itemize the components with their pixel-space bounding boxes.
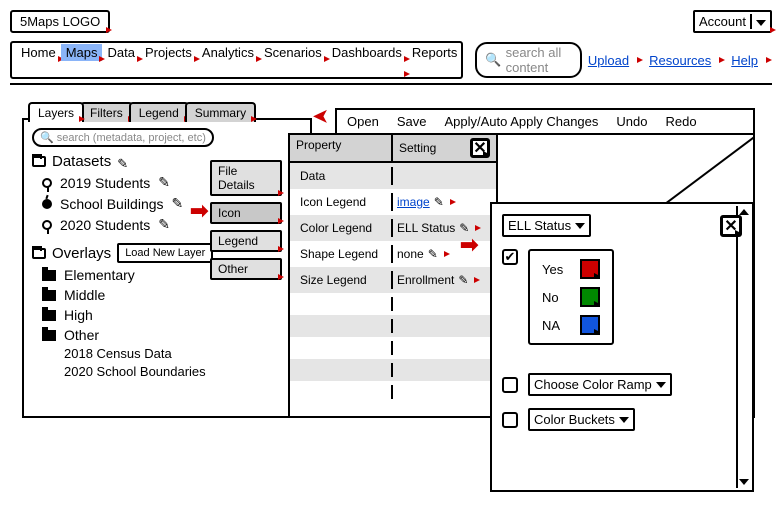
upload-link[interactable]: Upload <box>588 53 629 68</box>
property-name: Color Legend <box>296 219 393 237</box>
overlay-label: Other <box>64 327 99 343</box>
ell-status-dropdown[interactable]: ELL Status <box>502 214 591 237</box>
tab-layers[interactable]: Layers <box>28 102 84 122</box>
color-buckets-dropdown[interactable]: Color Buckets <box>528 408 635 431</box>
nav-item[interactable]: Data <box>102 44 139 61</box>
nav-item[interactable]: Home <box>16 44 61 61</box>
main-nav: HomeMapsDataProjectsAnalyticsScenariosDa… <box>10 41 463 79</box>
tab-summary[interactable]: Summary <box>185 102 256 122</box>
logo: 5Maps LOGO <box>10 10 110 33</box>
pencil-icon[interactable]: ✎ <box>172 195 184 212</box>
left-tabs: LayersFiltersLegendSummary <box>28 100 252 120</box>
search-box[interactable]: 🔍 search all content <box>475 42 582 78</box>
nav-item[interactable]: Analytics <box>197 44 259 61</box>
property-header: Property <box>290 135 393 161</box>
overlay-item[interactable]: Middle <box>42 287 302 303</box>
side-button-legend[interactable]: Legend <box>210 230 282 252</box>
side-button-file-details[interactable]: File Details <box>210 160 282 196</box>
overlay-sub-item[interactable]: 2020 School Boundaries <box>64 364 302 379</box>
account-dropdown[interactable]: Account <box>693 10 772 33</box>
legend-label: No <box>542 290 570 305</box>
pencil-icon[interactable]: ✎ <box>458 273 468 287</box>
search-icon: 🔍 <box>40 131 54 144</box>
legend-label: Yes <box>542 262 570 277</box>
legend-entry[interactable]: NA <box>542 315 600 335</box>
property-name: Icon Legend <box>296 193 393 211</box>
folder-open-icon <box>32 156 46 167</box>
side-button-group: File Details Icon Legend Other <box>210 160 282 280</box>
load-new-layer-button[interactable]: Load New Layer <box>117 243 213 263</box>
buckets-checkbox[interactable] <box>502 412 518 428</box>
legend-checkbox[interactable]: ✔ <box>502 249 518 265</box>
help-link[interactable]: Help <box>731 53 758 68</box>
legend-label: NA <box>542 318 570 333</box>
tab-filters[interactable]: Filters <box>80 102 133 122</box>
side-button-other[interactable]: Other <box>210 258 282 280</box>
folder-icon <box>42 290 56 301</box>
datasets-heading: Datasets <box>52 153 111 170</box>
overlay-label: Middle <box>64 287 105 303</box>
layers-search[interactable]: 🔍 search (metadata, project, etc) <box>32 128 214 147</box>
toolbar-apply[interactable]: Apply/Auto Apply Changes <box>444 114 598 129</box>
nav-item[interactable]: Dashboards <box>327 44 407 61</box>
nav-item[interactable]: Projects <box>140 44 197 61</box>
overlay-item[interactable]: High <box>42 307 302 323</box>
color-ramp-dropdown[interactable]: Choose Color Ramp <box>528 373 672 396</box>
annotation-arrow: ➤ <box>313 106 328 127</box>
property-value: none <box>397 247 424 261</box>
resources-link[interactable]: Resources <box>649 53 711 68</box>
legend-entry[interactable]: Yes <box>542 259 600 279</box>
annotation-arrow: ➡ <box>190 198 208 224</box>
legend-entry[interactable]: No <box>542 287 600 307</box>
pencil-icon[interactable]: ✎ <box>428 247 438 261</box>
property-name: Size Legend <box>296 271 393 289</box>
property-name: Shape Legend <box>296 245 393 263</box>
close-icon[interactable]: ✕ <box>470 138 490 158</box>
pencil-icon[interactable]: ✎ <box>434 195 444 209</box>
pencil-icon[interactable]: ✎ <box>117 156 129 168</box>
dataset-label: School Buildings <box>60 196 164 212</box>
dataset-label: 2019 Students <box>60 175 150 191</box>
color-swatch[interactable] <box>580 259 600 279</box>
ramp-checkbox[interactable] <box>502 377 518 393</box>
folder-icon <box>42 330 56 341</box>
pencil-icon[interactable]: ✎ <box>158 216 170 233</box>
toolbar-redo[interactable]: Redo <box>665 114 696 129</box>
close-icon[interactable]: ✕ <box>720 215 742 237</box>
color-swatch[interactable] <box>580 287 600 307</box>
overlay-label: Elementary <box>64 267 135 283</box>
property-value: ELL Status <box>397 221 455 235</box>
toolbar-open[interactable]: Open <box>347 114 379 129</box>
folder-open-icon <box>32 248 46 259</box>
tab-legend[interactable]: Legend <box>129 102 189 122</box>
folder-icon <box>42 310 56 321</box>
pencil-icon[interactable]: ✎ <box>158 174 170 191</box>
dataset-label: 2020 Students <box>60 217 150 233</box>
setting-header: Setting <box>399 141 436 155</box>
search-icon: 🔍 <box>485 52 501 68</box>
apple-icon <box>42 199 52 209</box>
map-toolbar: Open Save Apply/Auto Apply Changes Undo Redo <box>335 108 755 135</box>
pin-icon <box>42 220 52 230</box>
pin-icon <box>42 178 52 188</box>
nav-item[interactable]: Maps <box>61 44 103 61</box>
property-panel: Property Setting ✕ Data Icon Legend image ✎… <box>288 133 498 418</box>
toolbar-undo[interactable]: Undo <box>616 114 647 129</box>
side-button-icon[interactable]: Icon <box>210 202 282 224</box>
color-legend-panel: ELL Status ✕ ✔ Yes No NA Choose Color Ramp… <box>490 202 754 492</box>
annotation-arrow: ➡ <box>460 232 478 258</box>
property-name: Data <box>296 167 393 185</box>
nav-item[interactable]: Scenarios <box>259 44 327 61</box>
property-value[interactable]: image <box>397 195 430 209</box>
color-swatch[interactable] <box>580 315 600 335</box>
toolbar-save[interactable]: Save <box>397 114 427 129</box>
legend-box: Yes No NA <box>528 249 614 345</box>
scrollbar[interactable] <box>736 206 750 488</box>
folder-icon <box>42 270 56 281</box>
overlay-sub-item[interactable]: 2018 Census Data <box>64 346 302 361</box>
property-value: Enrollment <box>397 273 454 287</box>
overlays-heading: Overlays <box>52 245 111 262</box>
overlay-label: High <box>64 307 93 323</box>
overlay-item[interactable]: Other <box>42 327 302 343</box>
